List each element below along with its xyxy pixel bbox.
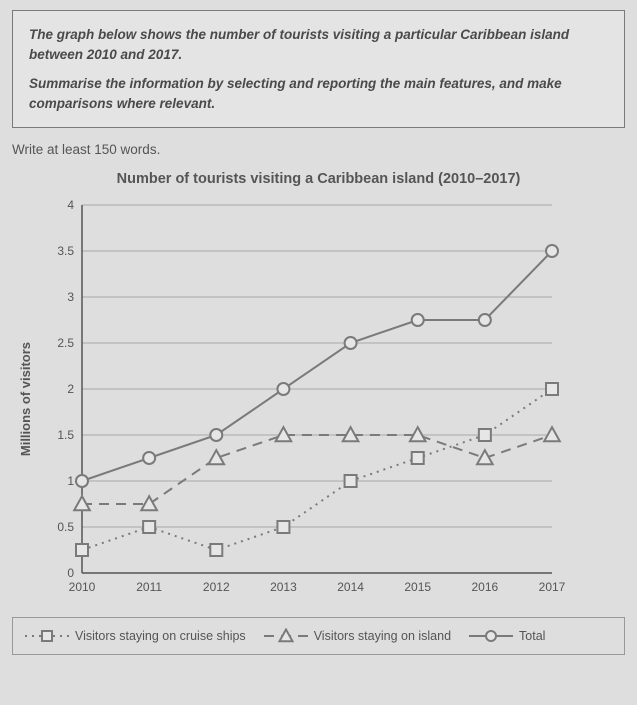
svg-text:1: 1 — [67, 474, 74, 488]
legend-swatch — [25, 628, 69, 644]
svg-text:2017: 2017 — [539, 580, 566, 594]
svg-text:0: 0 — [67, 566, 74, 580]
svg-text:2013: 2013 — [270, 580, 297, 594]
svg-text:2: 2 — [67, 382, 74, 396]
svg-text:2015: 2015 — [404, 580, 431, 594]
svg-text:2011: 2011 — [136, 580, 162, 594]
svg-text:2012: 2012 — [203, 580, 230, 594]
svg-text:0.5: 0.5 — [57, 520, 74, 534]
svg-text:4: 4 — [67, 199, 74, 212]
word-count-instruction: Write at least 150 words. — [12, 142, 625, 157]
svg-text:3.5: 3.5 — [57, 244, 74, 258]
svg-text:2.5: 2.5 — [57, 336, 74, 350]
prompt-paragraph-2: Summarise the information by selecting a… — [29, 74, 608, 113]
svg-text:3: 3 — [67, 290, 74, 304]
legend-label: Visitors staying on cruise ships — [75, 629, 246, 643]
svg-text:1.5: 1.5 — [57, 428, 74, 442]
task-prompt-box: The graph below shows the number of tour… — [12, 10, 625, 128]
legend-label: Visitors staying on island — [314, 629, 451, 643]
svg-text:2010: 2010 — [69, 580, 96, 594]
legend-item: Visitors staying on island — [264, 628, 451, 644]
legend-item: Visitors staying on cruise ships — [25, 628, 246, 644]
prompt-paragraph-1: The graph below shows the number of tour… — [29, 25, 608, 64]
legend-swatch — [469, 628, 513, 644]
chart-title: Number of tourists visiting a Caribbean … — [12, 171, 625, 187]
legend-swatch — [264, 628, 308, 644]
chart-container: Millions of visitors 0 0.5 1 1.5 2 2.5 3 3.5 4 20… — [12, 199, 625, 599]
legend-label: Total — [519, 629, 545, 643]
line-chart: 0 0.5 1 1.5 2 2.5 3 3.5 4 2010 2011 2012 2013 2014 201… — [37, 199, 567, 599]
svg-text:2016: 2016 — [472, 580, 499, 594]
svg-text:2014: 2014 — [337, 580, 364, 594]
legend-item: Total — [469, 628, 545, 644]
y-axis-label: Millions of visitors — [18, 342, 33, 456]
chart-legend: Visitors staying on cruise ships Visitors… — [12, 617, 625, 655]
